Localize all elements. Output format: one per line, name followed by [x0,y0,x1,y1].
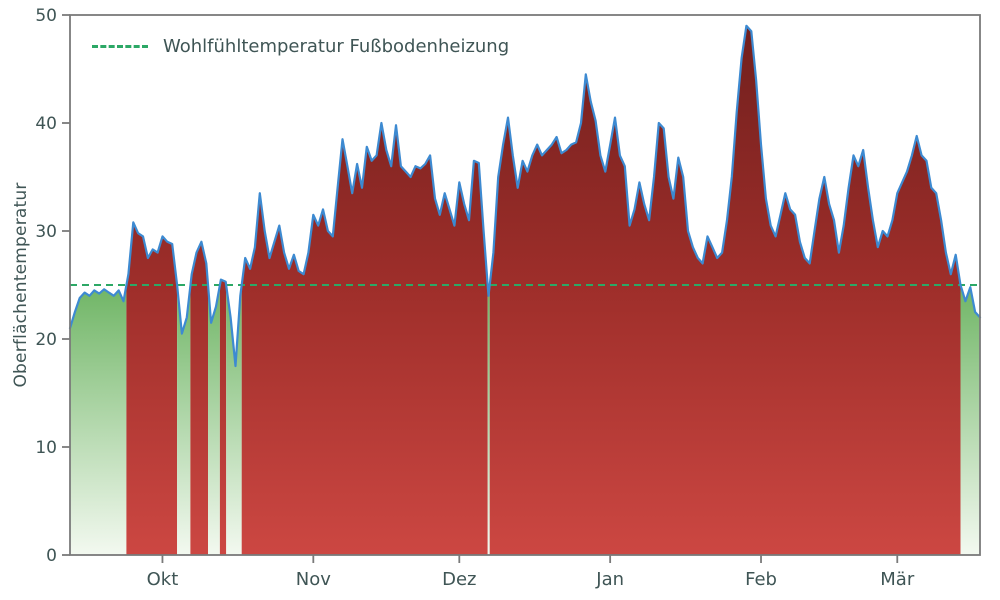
y-tick-label: 50 [35,6,57,26]
plot-border [69,14,981,556]
area-below-threshold [226,285,242,555]
legend: Wohlfühltemperatur Fußbodenheizung [92,36,509,57]
area-above-threshold [126,222,178,555]
legend-label: Wohlfühltemperatur Fußbodenheizung [163,36,510,57]
area-above-threshold [489,25,961,556]
x-axis: Okt Nov Dez Jan Feb Mär [147,555,915,590]
threshold-dash-icon [92,45,148,48]
x-tick-label: Okt [147,569,179,590]
area-below-threshold [960,285,980,555]
temperature-line [68,24,982,368]
y-tick-label: 0 [46,546,57,566]
x-tick-label: Mär [880,569,915,590]
x-tick-label: Jan [595,569,624,590]
area-above-threshold [241,123,488,555]
x-tick-label: Feb [745,569,777,590]
y-axis-label: Oberflächentemperatur [11,182,31,388]
area-below-threshold [177,285,191,555]
x-tick-label: Nov [296,569,331,590]
x-tick-label: Dez [442,569,476,590]
y-axis: 0 10 20 30 40 50 [35,6,70,566]
y-tick-label: 30 [35,222,57,242]
y-tick-label: 10 [35,438,57,458]
y-tick-label: 20 [35,330,57,350]
area-below-threshold [70,285,127,555]
area-below-threshold [487,285,490,555]
y-tick-label: 40 [35,114,57,134]
area-above-threshold [190,241,208,556]
area-above-threshold [219,279,227,555]
area-below-threshold [208,285,220,555]
